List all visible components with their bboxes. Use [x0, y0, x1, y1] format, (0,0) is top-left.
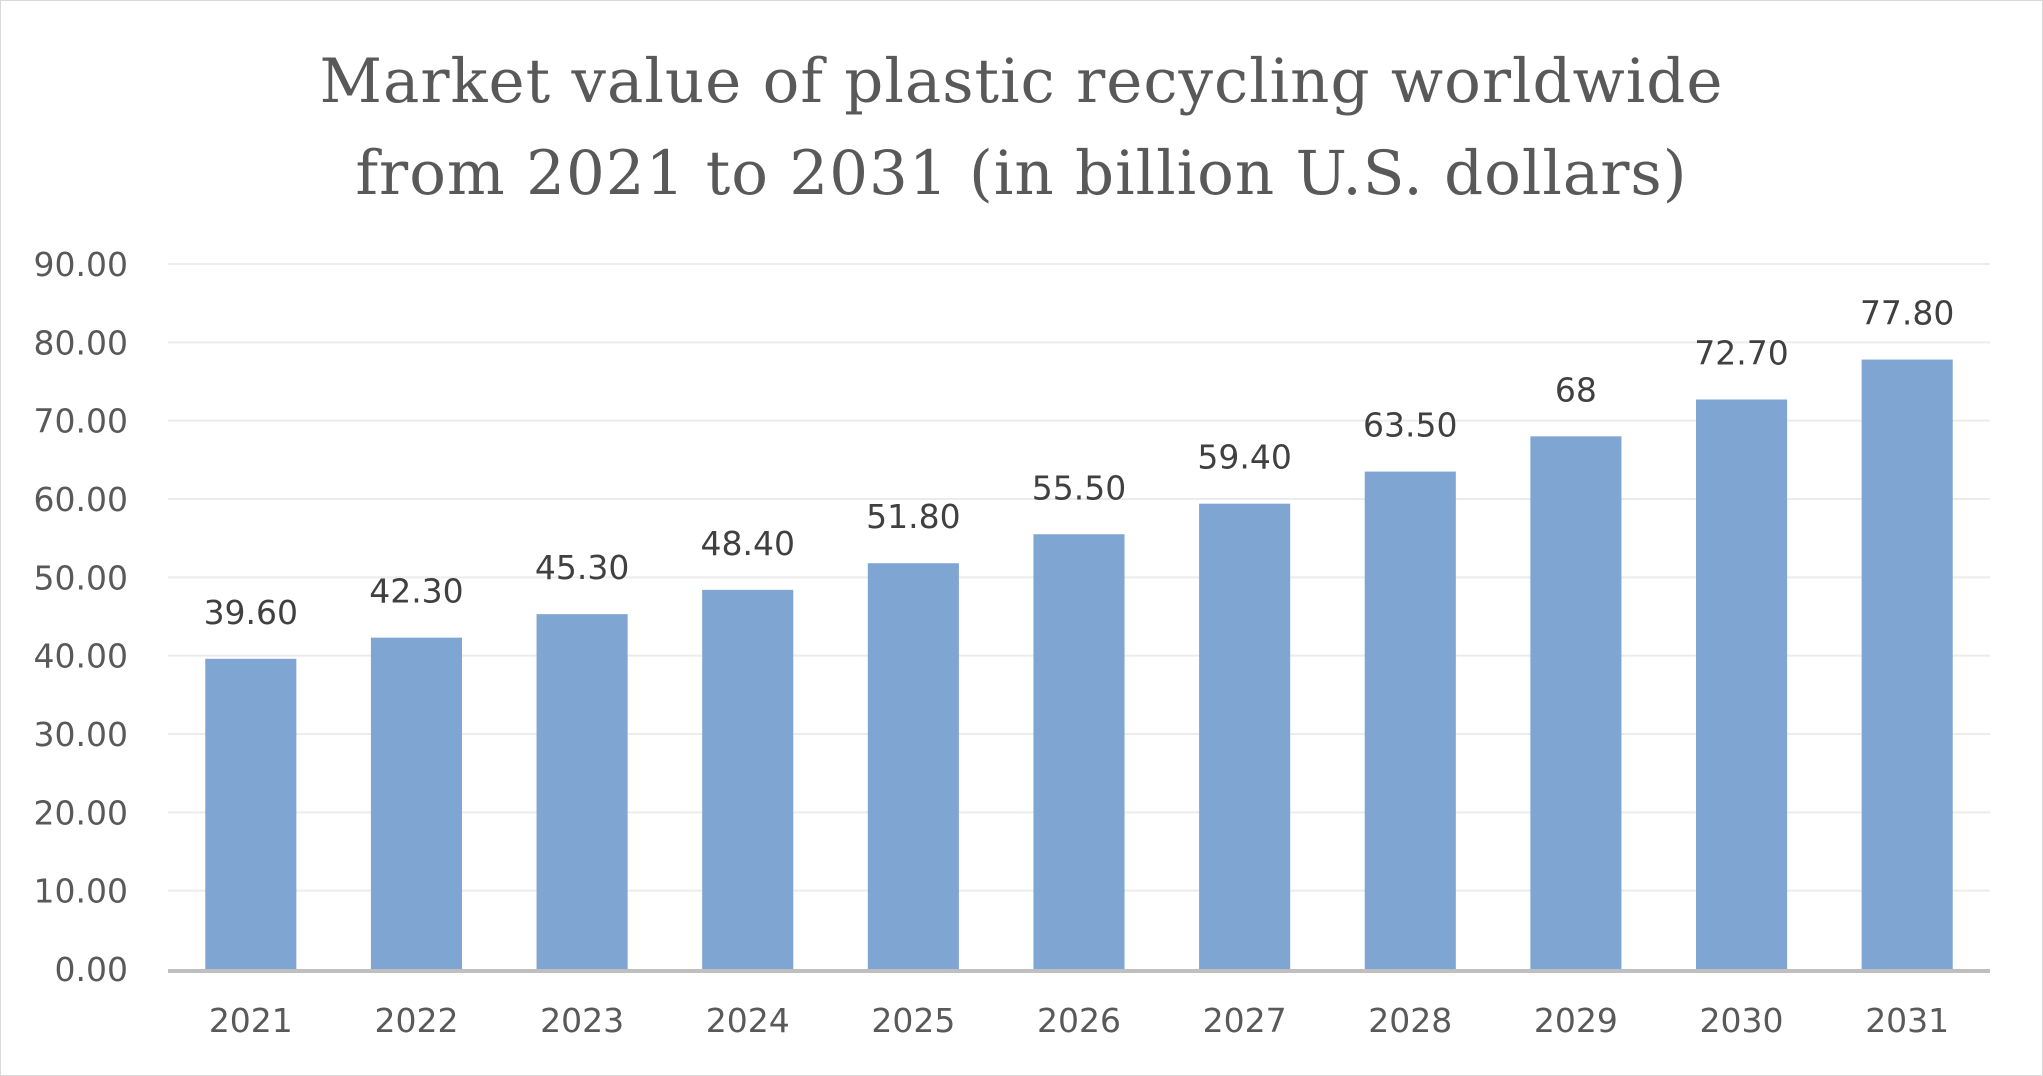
data-label: 42.30 [369, 572, 463, 611]
data-label: 72.70 [1694, 334, 1788, 373]
bar-2021 [205, 658, 297, 969]
x-tick-label: 2023 [540, 1001, 624, 1040]
x-tick-label: 2022 [374, 1001, 458, 1040]
bar-2028 [1364, 471, 1456, 969]
x-tick-label: 2026 [1037, 1001, 1121, 1040]
x-tick-label: 2027 [1203, 1001, 1287, 1040]
data-label: 39.60 [204, 593, 298, 632]
y-tick-label: 70.00 [34, 402, 128, 441]
bar-2024 [702, 589, 794, 969]
data-label: 48.40 [700, 524, 794, 563]
x-tick-label: 2021 [209, 1001, 293, 1040]
data-label: 45.30 [535, 548, 629, 587]
x-tick-label: 2030 [1700, 1001, 1784, 1040]
x-tick-label: 2024 [706, 1001, 790, 1040]
data-label: 68 [1555, 370, 1597, 409]
data-label: 55.50 [1032, 468, 1126, 507]
data-labels: 39.60 42.30 45.30 48.40 51.80 55.50 59.40 63.50… [204, 294, 1955, 632]
x-tick-label: 2025 [871, 1001, 955, 1040]
bar-2025 [867, 563, 959, 969]
bar-2022 [370, 637, 463, 969]
y-axis-ticks: 0.00 10.00 20.00 30.00 40.00 50.00 60.00 70.00 8… [34, 245, 128, 989]
y-tick-label: 50.00 [34, 558, 128, 597]
x-tick-label: 2029 [1534, 1001, 1618, 1040]
bar-2029 [1530, 436, 1622, 969]
x-axis-ticks: 2021 2022 2023 2024 2025 2026 2027 2028 2029 2030… [209, 1001, 1949, 1040]
bar-2027 [1199, 503, 1291, 969]
bar-2026 [1033, 534, 1125, 969]
chart-title-line-2: from 2021 to 2031 (in billion U.S. dolla… [355, 138, 1688, 209]
chart-title: Market value of plastic recycling worldw… [0, 36, 2043, 220]
y-tick-label: 90.00 [34, 245, 128, 284]
data-label: 63.50 [1363, 406, 1457, 445]
bars [205, 359, 1953, 970]
bar-2023 [536, 614, 628, 969]
data-label: 77.80 [1860, 294, 1954, 333]
bar-2030 [1695, 399, 1788, 969]
bar-2031 [1861, 359, 1953, 970]
y-tick-label: 0.00 [55, 950, 128, 989]
y-tick-label: 60.00 [34, 480, 128, 519]
y-tick-label: 40.00 [34, 637, 128, 676]
y-tick-label: 20.00 [34, 793, 128, 832]
x-tick-label: 2028 [1368, 1001, 1452, 1040]
y-tick-label: 30.00 [34, 715, 128, 754]
chart-title-line-1: Market value of plastic recycling worldw… [319, 46, 1724, 117]
data-label: 59.40 [1197, 438, 1291, 477]
x-tick-label: 2031 [1865, 1001, 1949, 1040]
y-tick-label: 80.00 [34, 323, 128, 362]
y-tick-label: 10.00 [34, 872, 128, 911]
data-label: 51.80 [866, 497, 960, 536]
